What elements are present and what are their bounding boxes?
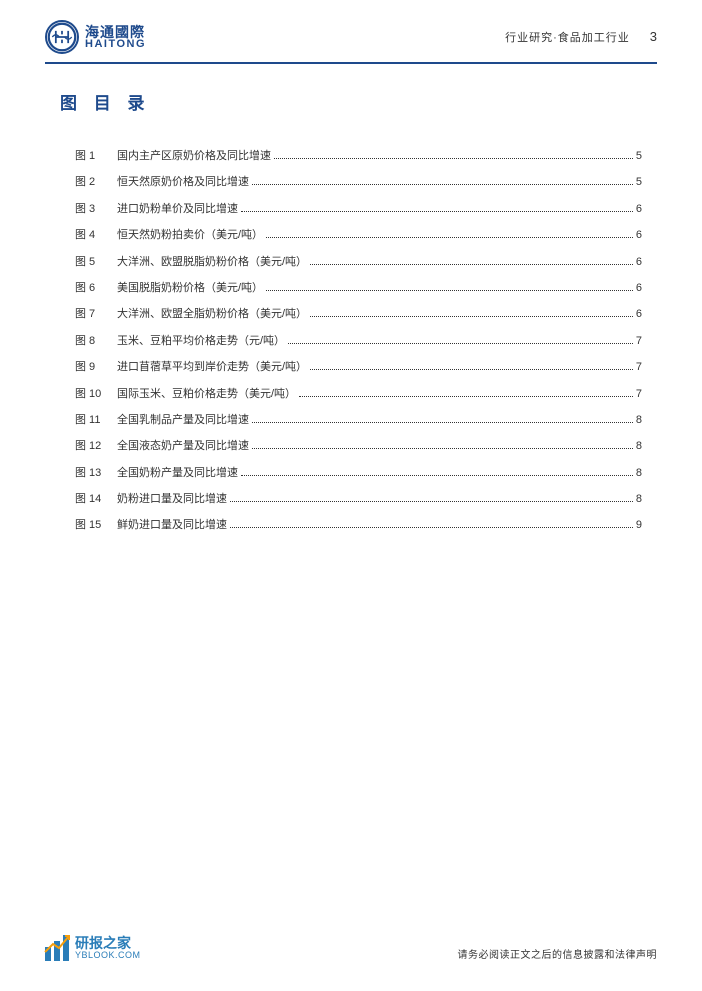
- toc-item-label: 图 1: [75, 149, 117, 164]
- toc-item-text: 国际玉米、豆粕价格走势（美元/吨）: [117, 387, 296, 402]
- page-footer: 研报之家 YBLOOK.COM 请务必阅读正文之后的信息披露和法律声明: [0, 935, 702, 961]
- logo-english: HAITONG: [85, 39, 146, 50]
- toc-item-text: 奶粉进口量及同比增速: [117, 492, 227, 507]
- toc-item-label: 图 2: [75, 175, 117, 190]
- toc-dots: [252, 184, 633, 185]
- toc-item: 图 3进口奶粉单价及同比增速 6: [75, 202, 642, 217]
- main-content: 图 目 录 图 1国内主产区原奶价格及同比增速 5 图 2恒天然原奶价格及同比增速 5…: [0, 64, 702, 534]
- toc-item-label: 图 12: [75, 439, 117, 454]
- toc-item-label: 图 7: [75, 307, 117, 322]
- toc-item-page: 5: [636, 149, 642, 164]
- toc-item-text: 进口苜蓿草平均到岸价走势（美元/吨）: [117, 360, 307, 375]
- toc-item: 图 11全国乳制品产量及同比增速 8: [75, 413, 642, 428]
- toc-item-label: 图 6: [75, 281, 117, 296]
- toc-item-text: 美国脱脂奶粉价格（美元/吨）: [117, 281, 263, 296]
- toc-item-page: 6: [636, 202, 642, 217]
- watermark-logo: 研报之家 YBLOOK.COM: [45, 935, 141, 961]
- toc-item: 图 2恒天然原奶价格及同比增速 5: [75, 175, 642, 190]
- toc-dots: [252, 448, 633, 449]
- toc-item-label: 图 3: [75, 202, 117, 217]
- toc-item-page: 9: [636, 518, 642, 533]
- toc-item-label: 图 4: [75, 228, 117, 243]
- toc-item: 图 14奶粉进口量及同比增速 8: [75, 492, 642, 507]
- disclaimer-text: 请务必阅读正文之后的信息披露和法律声明: [458, 946, 658, 961]
- toc-item: 图 9进口苜蓿草平均到岸价走势（美元/吨） 7: [75, 360, 642, 375]
- toc-item-text: 玉米、豆粕平均价格走势（元/吨）: [117, 334, 285, 349]
- toc-dots: [266, 290, 633, 291]
- toc-item: 图 15鲜奶进口量及同比增速 9: [75, 518, 642, 533]
- toc-item-text: 大洋洲、欧盟全脂奶粉价格（美元/吨）: [117, 307, 307, 322]
- toc-item-page: 5: [636, 175, 642, 190]
- toc-item-page: 6: [636, 307, 642, 322]
- toc-item-page: 8: [636, 492, 642, 507]
- toc-dots: [310, 369, 633, 370]
- toc-dots: [274, 158, 633, 159]
- toc-item-page: 8: [636, 439, 642, 454]
- toc-item-label: 图 10: [75, 387, 117, 402]
- toc-dots: [230, 501, 633, 502]
- toc-dots: [252, 422, 633, 423]
- watermark-text: 研报之家 YBLOOK.COM: [75, 936, 141, 961]
- toc-item-label: 图 11: [75, 413, 117, 428]
- toc-item: 图 4恒天然奶粉拍卖价（美元/吨） 6: [75, 228, 642, 243]
- watermark-chinese: 研报之家: [75, 936, 141, 951]
- toc-item-text: 全国乳制品产量及同比增速: [117, 413, 249, 428]
- company-logo: 海通國際 HAITONG: [45, 20, 146, 54]
- toc-list: 图 1国内主产区原奶价格及同比增速 5 图 2恒天然原奶价格及同比增速 5 图 3进口奶…: [60, 149, 642, 534]
- watermark-english: YBLOOK.COM: [75, 951, 141, 961]
- toc-item-page: 6: [636, 281, 642, 296]
- toc-item-text: 鲜奶进口量及同比增速: [117, 518, 227, 533]
- toc-item-text: 全国液态奶产量及同比增速: [117, 439, 249, 454]
- toc-item: 图 5大洋洲、欧盟脱脂奶粉价格（美元/吨） 6: [75, 255, 642, 270]
- toc-item-text: 恒天然奶粉拍卖价（美元/吨）: [117, 228, 263, 243]
- page-number: 3: [650, 29, 657, 44]
- toc-item: 图 13全国奶粉产量及同比增速 8: [75, 466, 642, 481]
- toc-item: 图 8玉米、豆粕平均价格走势（元/吨） 7: [75, 334, 642, 349]
- logo-text: 海通國際 HAITONG: [85, 25, 146, 50]
- toc-item-label: 图 9: [75, 360, 117, 375]
- breadcrumb: 行业研究·食品加工行业: [505, 29, 630, 45]
- toc-item-text: 进口奶粉单价及同比增速: [117, 202, 238, 217]
- toc-item-page: 7: [636, 334, 642, 349]
- toc-item-page: 8: [636, 413, 642, 428]
- logo-chinese: 海通國際: [85, 25, 146, 39]
- toc-dots: [299, 396, 633, 397]
- toc-item-page: 7: [636, 360, 642, 375]
- toc-item-page: 6: [636, 255, 642, 270]
- toc-item-page: 6: [636, 228, 642, 243]
- toc-item-text: 大洋洲、欧盟脱脂奶粉价格（美元/吨）: [117, 255, 307, 270]
- toc-item: 图 10国际玉米、豆粕价格走势（美元/吨） 7: [75, 387, 642, 402]
- toc-item-text: 恒天然原奶价格及同比增速: [117, 175, 249, 190]
- toc-dots: [241, 211, 633, 212]
- toc-item-text: 国内主产区原奶价格及同比增速: [117, 149, 271, 164]
- toc-item-label: 图 13: [75, 466, 117, 481]
- toc-item-page: 8: [636, 466, 642, 481]
- toc-item-page: 7: [636, 387, 642, 402]
- toc-item-label: 图 15: [75, 518, 117, 533]
- toc-dots: [230, 527, 633, 528]
- toc-title: 图 目 录: [60, 89, 642, 114]
- toc-dots: [241, 475, 633, 476]
- toc-dots: [266, 237, 633, 238]
- toc-dots: [288, 343, 633, 344]
- toc-item-label: 图 5: [75, 255, 117, 270]
- toc-item: 图 12全国液态奶产量及同比增速 8: [75, 439, 642, 454]
- toc-dots: [310, 264, 633, 265]
- toc-item-label: 图 8: [75, 334, 117, 349]
- page-header: 海通國際 HAITONG 行业研究·食品加工行业 3: [0, 0, 702, 62]
- toc-dots: [310, 316, 633, 317]
- toc-item: 图 7大洋洲、欧盟全脂奶粉价格（美元/吨） 6: [75, 307, 642, 322]
- header-info: 行业研究·食品加工行业 3: [505, 29, 657, 45]
- toc-item-label: 图 14: [75, 492, 117, 507]
- logo-icon: [45, 20, 79, 54]
- toc-item: 图 6美国脱脂奶粉价格（美元/吨） 6: [75, 281, 642, 296]
- toc-item-text: 全国奶粉产量及同比增速: [117, 466, 238, 481]
- toc-item: 图 1国内主产区原奶价格及同比增速 5: [75, 149, 642, 164]
